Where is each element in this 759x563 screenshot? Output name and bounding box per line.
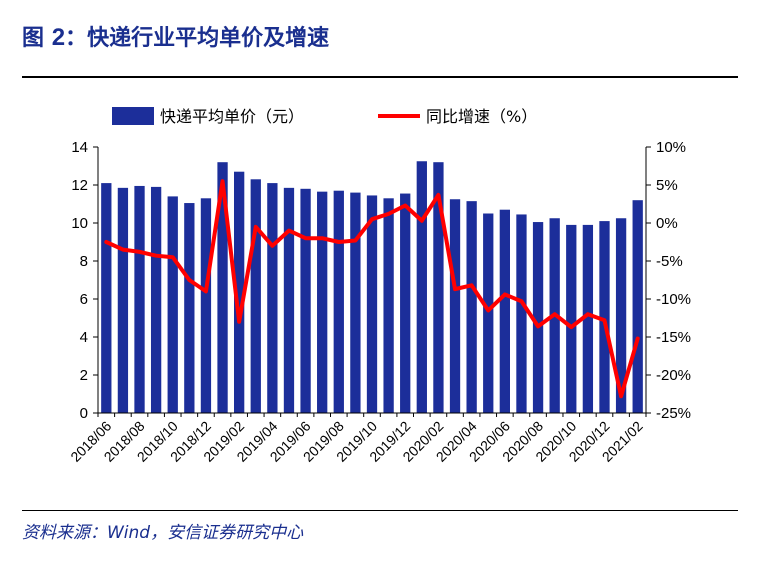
y-left-tick-label: 10 [71, 215, 88, 232]
figure-label: 图 [22, 26, 45, 51]
y-left-tick-label: 8 [80, 253, 88, 270]
bar [599, 221, 610, 413]
bar [582, 224, 594, 413]
bar [101, 183, 112, 413]
growth-point [586, 313, 590, 316]
growth-point [636, 337, 639, 340]
legend-line-label: 同比增速（%） [426, 107, 537, 126]
bar [632, 200, 643, 413]
bar [217, 162, 228, 413]
y-right-tick-label: 10% [656, 139, 686, 156]
y-right-tick-label: -25% [656, 405, 691, 422]
bar [250, 179, 261, 413]
growth-point [453, 287, 457, 291]
bar [283, 187, 295, 413]
growth-point [138, 250, 141, 254]
growth-point [287, 229, 291, 232]
bar [300, 188, 311, 413]
growth-point [304, 237, 307, 240]
y-right-tick-label: -15% [656, 329, 691, 346]
bar [317, 191, 328, 413]
y-left-tick-label: 14 [71, 139, 88, 156]
bar [134, 185, 145, 413]
bar [499, 209, 510, 413]
bar [333, 190, 344, 413]
bar [167, 196, 178, 413]
growth-point [603, 319, 606, 322]
bar [566, 224, 577, 413]
y-right-tick-label: -20% [656, 367, 691, 384]
bar [350, 192, 361, 413]
bar [200, 198, 212, 413]
growth-point [188, 278, 191, 282]
y-right-tick-label: 5% [656, 177, 678, 194]
growth-point [254, 225, 257, 228]
growth-point [503, 293, 507, 296]
bar [516, 214, 527, 413]
y-left-tick-label: 6 [80, 291, 88, 308]
growth-point [570, 325, 573, 329]
growth-point [619, 395, 623, 398]
growth-point [487, 309, 490, 312]
y-right-tick-label: 0% [656, 215, 678, 232]
growth-point [553, 313, 556, 316]
bar [383, 198, 394, 413]
bar [400, 193, 411, 413]
growth-point [520, 300, 523, 303]
bottom-rule [22, 510, 738, 511]
bar [466, 201, 477, 413]
figure-number: 2 [51, 24, 66, 51]
growth-point [404, 204, 407, 207]
bar [366, 195, 378, 413]
figure-title: 图 2：快递行业平均单价及增速 [22, 22, 329, 54]
growth-point [536, 325, 540, 328]
growth-point [354, 239, 357, 242]
growth-point [237, 320, 241, 323]
y-left-tick-label: 12 [71, 177, 88, 194]
y-left-tick-label: 2 [80, 367, 88, 384]
growth-point [221, 180, 224, 183]
chart: 02468101214-25%-20%-15%-10%-5%0%5%10%201… [67, 107, 691, 465]
growth-point [171, 256, 174, 259]
growth-point [437, 193, 440, 197]
y-left-tick-label: 4 [80, 329, 88, 346]
bar [234, 171, 245, 413]
bar [615, 218, 627, 413]
growth-point [387, 212, 390, 216]
figure-title-text: 快递行业平均单价及增速 [87, 26, 330, 51]
source-note: 资料来源：Wind，安信证券研究中心 [22, 523, 304, 543]
growth-point [337, 240, 340, 244]
bar [449, 199, 461, 413]
bar [184, 203, 195, 413]
growth-point [320, 237, 324, 240]
growth-point [271, 244, 274, 247]
bar [267, 183, 278, 413]
y-left-tick-label: 0 [80, 405, 88, 422]
bar [150, 186, 162, 413]
bar [532, 222, 544, 413]
top-rule [22, 76, 738, 78]
bar [416, 161, 427, 413]
growth-point [105, 240, 108, 244]
y-right-tick-label: -5% [656, 253, 683, 270]
legend-bar-swatch [112, 107, 154, 125]
bar [433, 162, 444, 413]
bar [117, 187, 129, 413]
title-separator: ： [65, 26, 88, 51]
growth-point [370, 218, 374, 221]
growth-point [470, 284, 473, 287]
y-right-tick-label: -10% [656, 291, 691, 308]
legend-bar-label: 快递平均单价（元） [160, 107, 304, 126]
bar [483, 213, 494, 413]
growth-point [420, 219, 424, 222]
growth-point [154, 254, 158, 257]
growth-point [204, 290, 208, 293]
growth-point [121, 248, 125, 251]
